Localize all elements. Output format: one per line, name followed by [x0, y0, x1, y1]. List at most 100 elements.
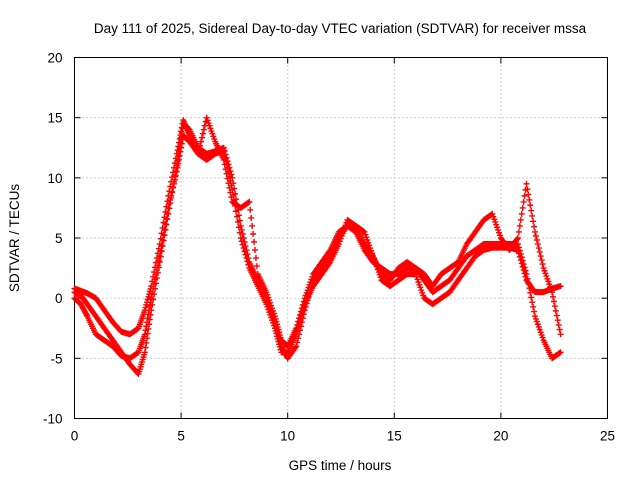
data-point-track-c [521, 192, 528, 199]
data-point-track-b [520, 267, 527, 274]
data-point-track-c [537, 253, 544, 260]
data-point-track-c [252, 247, 259, 254]
data-point-track-c [550, 298, 557, 305]
data-point-track-c [530, 218, 537, 225]
data-point-track-c [151, 281, 158, 288]
data-point-track-c [170, 184, 177, 191]
y-tick-label: -5 [50, 351, 62, 366]
data-point-track-c [222, 166, 229, 173]
data-point-track-c [528, 207, 535, 214]
data-point-track-c [161, 226, 168, 233]
data-point-track-a [529, 299, 536, 306]
data-point-track-c [164, 210, 171, 217]
data-point-track-c [533, 237, 540, 244]
data-point-track-c [246, 198, 253, 205]
data-point-track-c [532, 232, 539, 239]
data-point-track-c [515, 228, 522, 235]
data-point-track-c [196, 146, 203, 153]
x-tick-label: 20 [493, 429, 508, 444]
data-point-track-c [554, 317, 561, 324]
data-point-track-c [168, 192, 175, 199]
data-point-track-b [234, 218, 241, 225]
data-point-track-c [176, 152, 183, 159]
data-point-track-c [552, 307, 559, 314]
data-point-track-c [153, 267, 160, 274]
axis-ticks: 0 5 10 15 20 25 -10 -5 0 5 10 15 20 [43, 51, 615, 444]
data-point-track-c [527, 202, 534, 209]
data-point-track-c [149, 290, 156, 297]
data-point-track-c [198, 134, 205, 141]
data-point-track-c [297, 308, 304, 315]
data-point-track-c [162, 220, 169, 227]
data-point-track-b [233, 208, 240, 215]
data-point-track-c [175, 160, 182, 167]
data-point-track-c [220, 156, 227, 163]
data-point-track-c [152, 276, 159, 283]
data-point-track-a [557, 349, 564, 356]
data-point-track-c [159, 237, 166, 244]
data-point-track-c [157, 247, 164, 254]
data-point-track-b [235, 224, 242, 231]
data-point-track-a [142, 344, 149, 351]
data-point-track-b [516, 253, 523, 260]
data-point-track-c [296, 315, 303, 322]
data-point-track-c [294, 321, 301, 328]
data-point-track-c [525, 191, 532, 198]
data-point-track-c [223, 170, 230, 177]
data-point-track-c [539, 261, 546, 268]
data-point-track-c [163, 215, 170, 222]
data-point-track-c [549, 289, 556, 296]
x-tick-label: 0 [71, 429, 79, 444]
data-point-track-c [174, 164, 181, 171]
data-point-track-b [243, 255, 250, 262]
data-point-track-c [148, 295, 155, 302]
data-point-track-a [141, 349, 148, 356]
data-point-track-c [144, 315, 151, 322]
data-point-track-c [247, 206, 254, 213]
data-point-track-c [173, 168, 180, 175]
data-point-track-c [195, 150, 202, 157]
data-point-track-c [535, 245, 542, 252]
data-point-track-b [519, 263, 526, 270]
data-point-track-b [239, 241, 246, 248]
data-point-track-a [530, 303, 537, 310]
data-point-track-c [225, 180, 232, 187]
data-points [71, 114, 564, 377]
y-tick-label: 15 [47, 111, 62, 126]
data-point-track-a [531, 308, 538, 315]
data-point-track-b [221, 151, 228, 158]
y-tick-label: 5 [55, 231, 63, 246]
data-point-track-c [178, 144, 185, 151]
data-point-track-c [178, 140, 185, 147]
data-point-track-c [166, 200, 173, 207]
data-point-track-c [556, 326, 563, 333]
data-point-track-c [249, 222, 256, 229]
x-tick-label: 15 [387, 429, 402, 444]
data-point-track-c [550, 293, 557, 300]
data-point-track-c [526, 196, 533, 203]
data-point-track-b [514, 247, 521, 254]
data-point-track-c [523, 180, 530, 187]
chart-title: Day 111 of 2025, Sidereal Day-to-day VTE… [94, 21, 587, 36]
data-point-track-c [228, 194, 235, 201]
data-point-track-c [141, 331, 148, 338]
data-point-track-c [170, 180, 177, 187]
y-axis-label: SDTVAR / TECUs [7, 184, 22, 293]
data-point-track-c [297, 311, 304, 318]
data-point-track-b [244, 258, 251, 265]
data-point-track-b [521, 270, 528, 277]
data-point-track-b [241, 248, 248, 255]
data-point-track-c [142, 327, 149, 334]
data-point-track-c [253, 263, 260, 270]
data-point-track-c [165, 204, 172, 211]
data-point-track-c [295, 318, 302, 325]
x-tick-label: 5 [177, 429, 185, 444]
data-point-track-b [175, 139, 182, 146]
data-point-track-b [518, 260, 525, 267]
data-point-track-c [167, 196, 174, 203]
data-point-track-b [236, 229, 243, 236]
data-point-track-b [517, 257, 524, 264]
data-point-track-c [197, 138, 204, 145]
data-point-track-c [172, 172, 179, 179]
data-point-track-c [226, 184, 233, 191]
